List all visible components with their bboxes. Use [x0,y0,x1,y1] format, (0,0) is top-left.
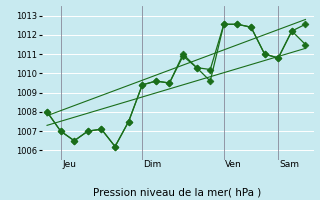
Text: Dim: Dim [144,160,162,169]
Text: Sam: Sam [280,160,300,169]
Text: Pression niveau de la mer( hPa ): Pression niveau de la mer( hPa ) [93,188,262,198]
Text: Ven: Ven [225,160,242,169]
Text: Jeu: Jeu [62,160,76,169]
